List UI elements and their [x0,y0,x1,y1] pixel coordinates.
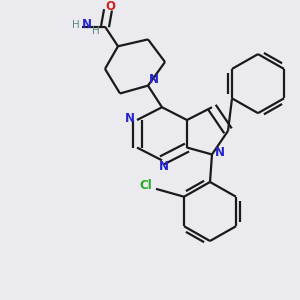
Text: Cl: Cl [140,179,152,192]
Text: H: H [72,20,80,30]
Text: N: N [215,146,225,159]
Text: N: N [149,73,159,86]
Text: H: H [92,26,100,35]
Text: N: N [159,160,169,173]
Text: N: N [125,112,135,124]
Text: O: O [105,0,115,14]
Text: N: N [82,18,92,31]
